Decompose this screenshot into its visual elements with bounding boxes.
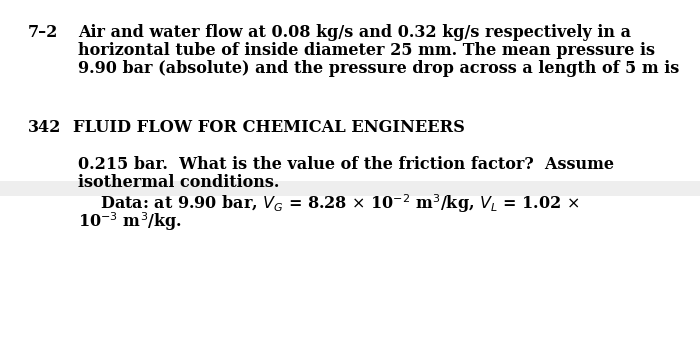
FancyBboxPatch shape <box>0 0 700 186</box>
Text: 0.215 bar.  What is the value of the friction factor?  Assume: 0.215 bar. What is the value of the fric… <box>78 156 614 173</box>
Text: 10$^{-3}$ m$^3$/kg.: 10$^{-3}$ m$^3$/kg. <box>78 210 182 233</box>
Text: 342: 342 <box>28 119 62 136</box>
FancyBboxPatch shape <box>0 181 700 196</box>
Text: horizontal tube of inside diameter 25 mm. The mean pressure is: horizontal tube of inside diameter 25 mm… <box>78 42 655 59</box>
Text: isothermal conditions.: isothermal conditions. <box>78 174 279 191</box>
Text: 9.90 bar (absolute) and the pressure drop across a length of 5 m is: 9.90 bar (absolute) and the pressure dro… <box>78 60 679 77</box>
Text: Air and water flow at 0.08 kg/s and 0.32 kg/s respectively in a: Air and water flow at 0.08 kg/s and 0.32… <box>78 24 631 41</box>
Text: Data: at 9.90 bar, $V_G$ = 8.28 $\times$ 10$^{-2}$ m$^3$/kg, $V_L$ = 1.02 $\time: Data: at 9.90 bar, $V_G$ = 8.28 $\times$… <box>78 192 580 215</box>
Text: 7–2: 7–2 <box>28 24 58 41</box>
FancyBboxPatch shape <box>0 196 700 344</box>
Text: FLUID FLOW FOR CHEMICAL ENGINEERS: FLUID FLOW FOR CHEMICAL ENGINEERS <box>73 119 465 136</box>
